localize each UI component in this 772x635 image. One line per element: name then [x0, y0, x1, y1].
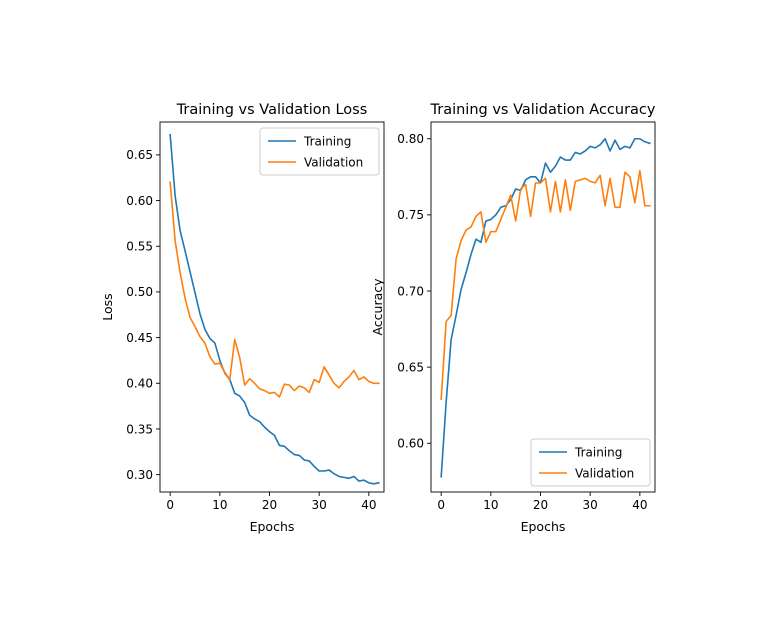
x-tick-label: 20	[533, 498, 548, 512]
plot-frame	[430, 121, 656, 493]
plot-frame	[159, 121, 385, 493]
y-tick-label: 0.35	[126, 422, 153, 436]
chart-1: Training vs Validation Accuracy 0 10 20 30 40…	[370, 102, 656, 534]
y-tick-label: 0.70	[397, 284, 424, 298]
y-tick-label: 0.65	[397, 360, 424, 374]
x-tick-label: 0	[166, 498, 174, 512]
series-line-validation	[440, 169, 651, 400]
chart-title: Training vs Validation Loss	[176, 102, 368, 118]
legend: Training Validation	[530, 438, 651, 487]
y-tick-label: 0.45	[126, 331, 153, 345]
y-tick-label: 0.30	[126, 468, 153, 482]
legend-label-training: Training	[574, 446, 622, 460]
y-tick-label: 0.40	[126, 377, 153, 391]
legend-box	[530, 438, 651, 487]
y-axis-label: Loss	[100, 293, 115, 320]
x-tick-label: 10	[483, 498, 498, 512]
y-tick-label: 0.75	[397, 208, 424, 222]
x-tick-label: 20	[262, 498, 277, 512]
y-axis-label: Accuracy	[370, 278, 385, 336]
legend: Training Validation	[259, 127, 380, 176]
chart-0: Training vs Validation Loss 0 10 20 30 40 0.30…	[100, 102, 385, 534]
x-tick-label: 30	[583, 498, 598, 512]
x-tick-label: 40	[361, 498, 376, 512]
x-tick-label: 30	[312, 498, 327, 512]
y-tick-label: 0.80	[397, 132, 424, 146]
y-tick-label: 0.60	[126, 194, 153, 208]
series-line-training	[169, 133, 380, 485]
y-tick-label: 0.50	[126, 285, 153, 299]
chart-title: Training vs Validation Accuracy	[430, 102, 656, 118]
y-tick-label: 0.55	[126, 240, 153, 254]
y-tick-label: 0.65	[126, 148, 153, 162]
x-tick-label: 0	[437, 498, 445, 512]
legend-label-training: Training	[303, 135, 351, 149]
x-axis-label: Epochs	[521, 519, 566, 534]
x-axis-label: Epochs	[250, 519, 295, 534]
x-tick-label: 40	[632, 498, 647, 512]
legend-box	[259, 127, 380, 176]
series-line-training	[440, 137, 651, 478]
legend-label-validation: Validation	[575, 467, 634, 481]
y-tick-label: 0.60	[397, 437, 424, 451]
legend-label-validation: Validation	[304, 156, 363, 170]
series-line-validation	[169, 181, 380, 398]
x-tick-label: 10	[212, 498, 227, 512]
